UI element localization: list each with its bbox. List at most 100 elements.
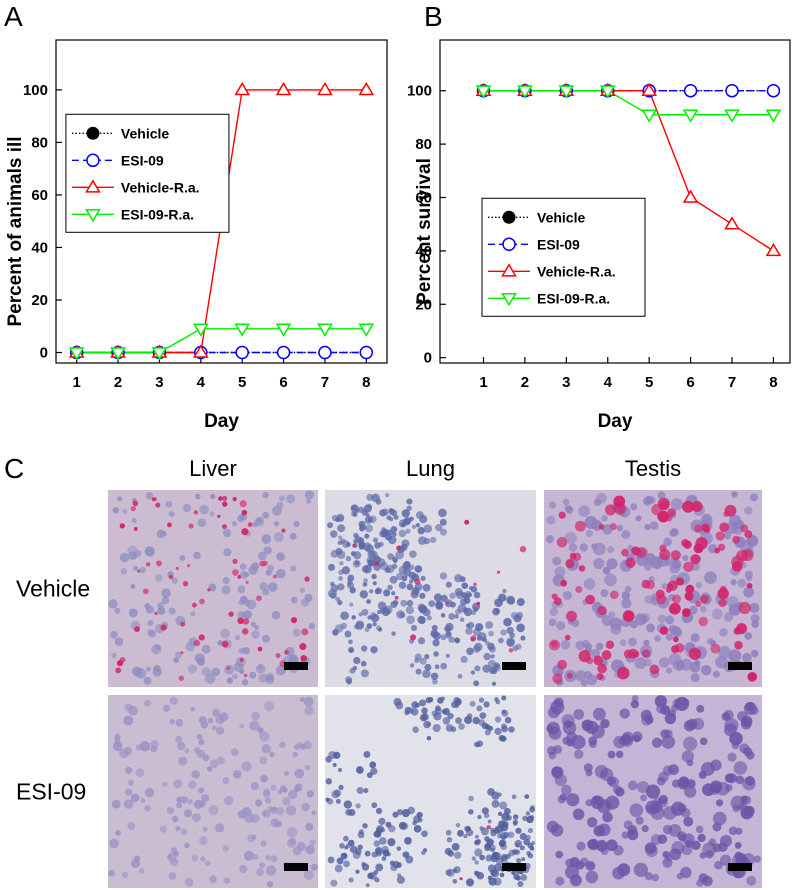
nucleus [125, 766, 133, 774]
nucleus [365, 883, 370, 888]
nucleus [742, 652, 752, 663]
nucleus [565, 506, 574, 514]
stain [168, 574, 174, 580]
nucleus [363, 578, 368, 583]
nucleus [391, 532, 397, 537]
nucleus [194, 493, 201, 500]
x-tick-label: 8 [769, 374, 777, 391]
x-tick-label: 2 [114, 374, 122, 391]
nucleus [469, 700, 476, 707]
nucleus [251, 711, 260, 721]
nucleus [243, 850, 254, 861]
nucleus [156, 529, 165, 539]
nucleus [512, 814, 519, 820]
nucleus [112, 507, 120, 514]
nucleus [499, 801, 508, 810]
nucleus [303, 869, 314, 881]
stain [622, 610, 635, 622]
nucleus [728, 514, 742, 528]
nucleus [395, 572, 404, 581]
nucleus [263, 788, 270, 796]
marker [358, 81, 375, 96]
nucleus [418, 536, 427, 545]
nucleus [506, 595, 515, 605]
nucleus [111, 799, 121, 809]
marker [68, 347, 85, 361]
nucleus [144, 546, 155, 557]
nucleus [585, 870, 599, 884]
stain [659, 549, 671, 561]
stain [221, 640, 229, 648]
nucleus [401, 509, 410, 518]
nucleus [583, 578, 596, 590]
stain [281, 528, 286, 533]
stain [596, 673, 604, 681]
nucleus [479, 854, 485, 861]
nucleus [261, 534, 272, 544]
nucleus [262, 511, 270, 519]
nucleus [285, 805, 297, 816]
nucleus [191, 854, 199, 862]
nucleus [243, 610, 253, 620]
nucleus [519, 869, 524, 875]
nucleus [474, 665, 481, 672]
nucleus [725, 783, 733, 792]
nucleus [616, 524, 624, 532]
stain [565, 559, 575, 569]
nucleus [388, 535, 397, 545]
nucleus [465, 878, 475, 887]
nucleus [335, 517, 340, 523]
nucleus [232, 770, 242, 779]
nucleus [383, 589, 391, 597]
nucleus [465, 627, 473, 635]
nucleus [130, 583, 136, 589]
nucleus [468, 795, 474, 802]
nucleus [488, 630, 494, 637]
nucleus [644, 658, 653, 667]
stain [623, 649, 633, 659]
nucleus [409, 550, 417, 558]
nucleus [606, 776, 616, 786]
stain [557, 659, 568, 670]
nucleus [481, 807, 489, 815]
marker [725, 83, 739, 98]
nucleus [214, 823, 225, 833]
stain [508, 648, 514, 653]
nucleus [476, 635, 482, 641]
stain [556, 536, 568, 548]
row-header: Vehicle [16, 576, 90, 602]
nucleus [490, 654, 495, 659]
stain [145, 562, 151, 567]
stain [262, 560, 268, 566]
nucleus [448, 612, 456, 620]
nucleus [501, 709, 509, 717]
nucleus [197, 657, 206, 666]
stain [673, 636, 679, 643]
nucleus [402, 561, 411, 570]
nucleus [357, 506, 365, 513]
nucleus [635, 816, 644, 825]
stain [617, 666, 630, 680]
stain [180, 621, 186, 627]
nucleus [395, 550, 405, 560]
y-tick-label: 80 [415, 136, 432, 153]
marker [235, 345, 249, 360]
nucleus [162, 781, 168, 787]
nucleus [523, 838, 531, 846]
stain [394, 595, 399, 600]
nucleus [275, 807, 285, 816]
nucleus [406, 498, 413, 505]
y-tick-label: 60 [415, 189, 432, 206]
stain [575, 586, 583, 594]
stain [605, 640, 615, 649]
nucleus [237, 810, 246, 819]
nucleus [468, 809, 474, 815]
nucleus [663, 537, 672, 547]
nucleus [357, 831, 365, 839]
nucleus [484, 729, 491, 736]
nucleus [643, 639, 650, 647]
nucleus [138, 867, 145, 874]
nucleus [566, 731, 578, 743]
nucleus [581, 719, 594, 731]
nucleus [460, 655, 468, 664]
